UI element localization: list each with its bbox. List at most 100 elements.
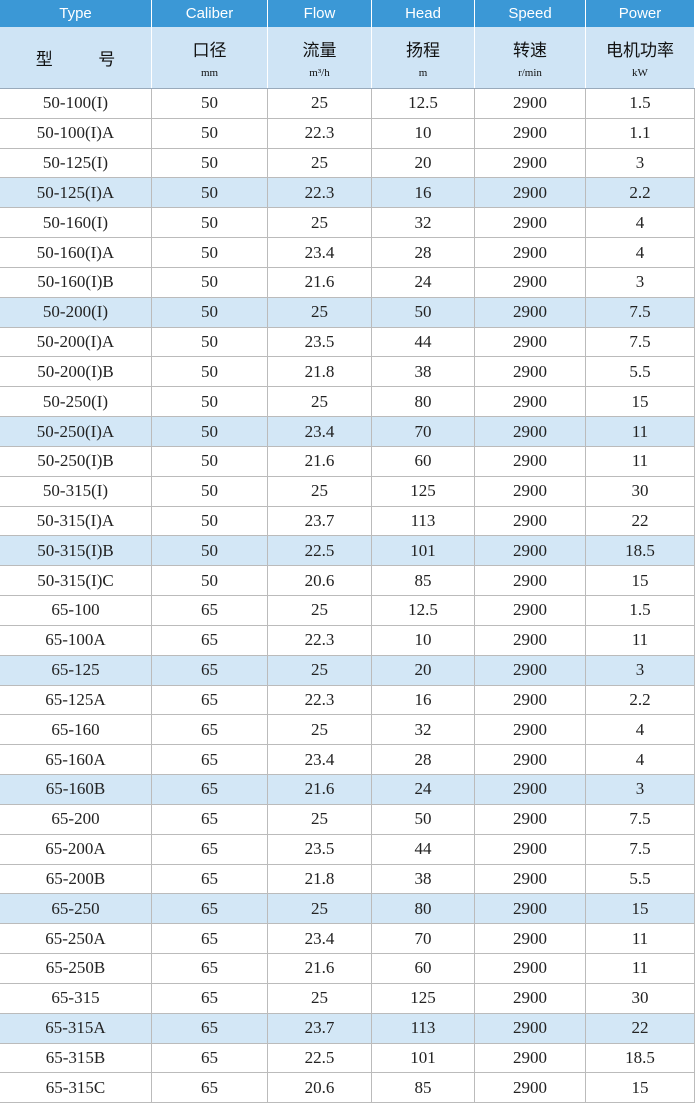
table-row: 65-315 65 25 125 2900 30 bbox=[0, 983, 695, 1014]
table-cell: 30 bbox=[586, 983, 695, 1013]
table-row: 65-250B 65 21.6 60 2900 11 bbox=[0, 954, 695, 984]
table-cell: 28 bbox=[372, 745, 475, 775]
table-cell: 50 bbox=[152, 297, 268, 327]
table-cell: 38 bbox=[372, 864, 475, 894]
table-row: 65-100 65 25 12.5 2900 1.5 bbox=[0, 596, 695, 626]
table-cell: 20.6 bbox=[268, 1073, 372, 1103]
table-cell: 23.4 bbox=[268, 417, 372, 446]
table-row: 50-200(I)B 50 21.8 38 2900 5.5 bbox=[0, 357, 695, 388]
table-cell: 50 bbox=[152, 238, 268, 267]
table-cell: 50 bbox=[152, 357, 268, 387]
table-row: 65-250A 65 23.4 70 2900 11 bbox=[0, 924, 695, 955]
table-cell: 2900 bbox=[475, 745, 586, 775]
table-cell: 2900 bbox=[475, 417, 586, 446]
table-cell: 65-200A bbox=[0, 834, 152, 864]
table-cell: 65 bbox=[152, 1043, 268, 1073]
table-cell: 50-315(I)B bbox=[0, 536, 152, 566]
table-cell: 2900 bbox=[475, 267, 586, 297]
table-cell: 1.5 bbox=[586, 89, 695, 118]
table-cell: 21.8 bbox=[268, 864, 372, 894]
table-cell: 4 bbox=[586, 715, 695, 745]
table-cell: 101 bbox=[372, 536, 475, 566]
table-cell: 50 bbox=[152, 118, 268, 148]
table-cell: 50 bbox=[152, 89, 268, 118]
table-cell: 65-125A bbox=[0, 685, 152, 715]
table-cell: 44 bbox=[372, 834, 475, 864]
table-cell: 5.5 bbox=[586, 357, 695, 387]
table-cell: 65-315 bbox=[0, 983, 152, 1013]
table-row: 65-315B 65 22.5 101 2900 18.5 bbox=[0, 1043, 695, 1074]
table-row: 50-125(I) 50 25 20 2900 3 bbox=[0, 148, 695, 179]
table-cell: 65 bbox=[152, 685, 268, 715]
table-cell: 2900 bbox=[475, 596, 586, 625]
header-en: Power bbox=[586, 0, 695, 27]
table-cell: 11 bbox=[586, 924, 695, 954]
table-cell: 2900 bbox=[475, 297, 586, 327]
table-cell: 12.5 bbox=[372, 89, 475, 118]
table-cell: 65 bbox=[152, 924, 268, 954]
table-cell: 15 bbox=[586, 387, 695, 417]
table-cell: 2900 bbox=[475, 715, 586, 745]
table-cell: 60 bbox=[372, 954, 475, 983]
table-cell: 30 bbox=[586, 476, 695, 506]
table-cell: 11 bbox=[586, 954, 695, 983]
table-cell: 50 bbox=[152, 327, 268, 357]
table-row: 50-250(I)B 50 21.6 60 2900 11 bbox=[0, 446, 695, 477]
table-cell: 15 bbox=[586, 894, 695, 924]
table-cell: 50-250(I)A bbox=[0, 417, 152, 446]
table-cell: 2900 bbox=[475, 864, 586, 894]
table-row: 50-315(I) 50 25 125 2900 30 bbox=[0, 476, 695, 507]
table-cell: 32 bbox=[372, 208, 475, 238]
table-cell: 25 bbox=[268, 655, 372, 685]
table-cell: 25 bbox=[268, 208, 372, 238]
header-cn-cell: 转速 r/min bbox=[475, 27, 586, 88]
table-cell: 2900 bbox=[475, 983, 586, 1013]
table-cell: 7.5 bbox=[586, 327, 695, 357]
table-cell: 11 bbox=[586, 625, 695, 655]
table-cell: 80 bbox=[372, 894, 475, 924]
header-unit: m bbox=[418, 67, 428, 79]
table-cell: 2900 bbox=[475, 387, 586, 417]
table-cell: 50-315(I) bbox=[0, 476, 152, 506]
table-cell: 2900 bbox=[475, 446, 586, 476]
table-cell: 65-250 bbox=[0, 894, 152, 924]
table-cell: 2900 bbox=[475, 894, 586, 924]
header-unit: mm bbox=[200, 67, 219, 79]
table-cell: 23.4 bbox=[268, 924, 372, 954]
table-cell: 24 bbox=[372, 267, 475, 297]
table-cell: 1.1 bbox=[586, 118, 695, 148]
table-cell: 80 bbox=[372, 387, 475, 417]
table-cell: 2900 bbox=[475, 357, 586, 387]
table-cell: 23.5 bbox=[268, 834, 372, 864]
header-en: Type bbox=[0, 0, 152, 27]
table-cell: 60 bbox=[372, 446, 475, 476]
table-cell: 50-315(I)C bbox=[0, 566, 152, 596]
table-row: 65-100A 65 22.3 10 2900 11 bbox=[0, 625, 695, 656]
table-cell: 50-160(I)B bbox=[0, 267, 152, 297]
table-cell: 65-200 bbox=[0, 804, 152, 834]
table-row: 50-160(I)A 50 23.4 28 2900 4 bbox=[0, 238, 695, 268]
table-cell: 25 bbox=[268, 148, 372, 178]
table-cell: 3 bbox=[586, 775, 695, 804]
header-en: Speed bbox=[475, 0, 586, 27]
table-cell: 65-100A bbox=[0, 625, 152, 655]
table-cell: 25 bbox=[268, 476, 372, 506]
table-cell: 65 bbox=[152, 625, 268, 655]
header-cn: 电机功率 bbox=[606, 41, 674, 61]
table-cell: 20 bbox=[372, 655, 475, 685]
table-cell: 65 bbox=[152, 775, 268, 804]
header-cn-cell: 口径 mm bbox=[152, 27, 268, 88]
table-cell: 12.5 bbox=[372, 596, 475, 625]
table-cell: 65-315C bbox=[0, 1073, 152, 1103]
table-cell: 25 bbox=[268, 89, 372, 118]
table-cell: 24 bbox=[372, 775, 475, 804]
table-cell: 25 bbox=[268, 804, 372, 834]
table-cell: 22 bbox=[586, 1013, 695, 1043]
table-cell: 23.7 bbox=[268, 1013, 372, 1043]
table-cell: 22.3 bbox=[268, 178, 372, 208]
table-row: 50-100(I) 50 25 12.5 2900 1.5 bbox=[0, 89, 695, 119]
table-cell: 11 bbox=[586, 446, 695, 476]
table-cell: 65-160A bbox=[0, 745, 152, 775]
table-cell: 2900 bbox=[475, 238, 586, 267]
